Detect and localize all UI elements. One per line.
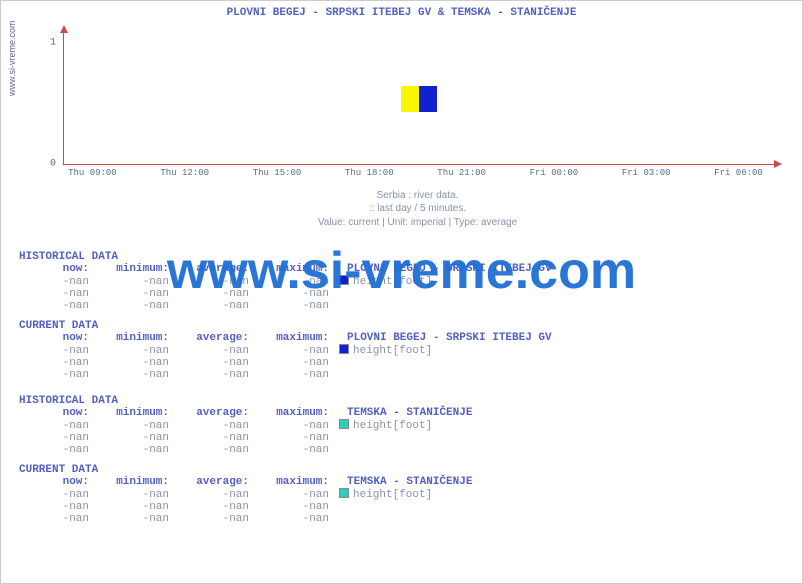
meta-line: :: last day / 5 minutes. (51, 202, 784, 216)
table-row: -nan-nan-nan-nan (19, 501, 784, 513)
section-title-historical: HISTORICAL DATA (19, 251, 784, 263)
y-tick: 1 (50, 38, 56, 49)
source-link[interactable]: www.si-vreme.com (7, 20, 17, 96)
table-row: -nan-nan-nan-nanheight[foot] (19, 419, 784, 432)
y-tick: 0 (50, 159, 56, 170)
x-tick: Thu 12:00 (160, 168, 209, 178)
table-header-row: now:minimum:average:maximum:TEMSKA - STA… (19, 476, 784, 488)
plot-axes: 01Thu 09:00Thu 12:00Thu 15:00Thu 18:00Th… (63, 33, 774, 165)
table-row: -nan-nan-nan-nan (19, 432, 784, 444)
section-title-current: CURRENT DATA (19, 320, 784, 332)
table-row: -nan-nan-nan-nan (19, 300, 784, 312)
table-row: -nan-nan-nan-nan (19, 288, 784, 300)
x-tick: Thu 09:00 (68, 168, 117, 178)
legend-swatch (401, 86, 437, 112)
x-tick: Thu 15:00 (253, 168, 302, 178)
section-title-current: CURRENT DATA (19, 464, 784, 476)
chart-area: 0 1 Thu 09:00 Thu 12:00 Thu 15:00 Thu 18:00 Th… (51, 25, 784, 185)
meta-line: Serbia : river data. (51, 189, 784, 203)
table-header-row: now:minimum:average:maximum:PLOVNI BEGEJ… (19, 332, 784, 344)
table-row: -nan-nan-nan-nan (19, 444, 784, 456)
series-swatch-icon (339, 419, 349, 429)
data-tables: HISTORICAL DATAnow:minimum:average:maxim… (1, 239, 802, 525)
table-header-row: now:minimum:average:maximum:PLOVNI BEGEJ… (19, 263, 784, 275)
section-title-historical: HISTORICAL DATA (19, 395, 784, 407)
x-tick: Fri 00:00 (530, 168, 579, 178)
series-swatch-icon (339, 488, 349, 498)
x-tick: Thu 21:00 (437, 168, 486, 178)
chart-title: PLOVNI BEGEJ - SRPSKI ITEBEJ GV & TEMSKA… (1, 1, 802, 19)
table-row: -nan-nan-nan-nan (19, 357, 784, 369)
table-header-row: now:minimum:average:maximum:TEMSKA - STA… (19, 407, 784, 419)
x-tick: Fri 06:00 (714, 168, 763, 178)
series-swatch-icon (339, 344, 349, 354)
table-row: -nan-nan-nan-nanheight[foot] (19, 344, 784, 357)
x-tick: Fri 03:00 (622, 168, 671, 178)
table-row: -nan-nan-nan-nan (19, 513, 784, 525)
table-row: -nan-nan-nan-nanheight[foot] (19, 488, 784, 501)
table-row: -nan-nan-nan-nanheight[foot] (19, 275, 784, 288)
chart-meta: Serbia : river data. :: last day / 5 min… (51, 189, 784, 230)
meta-line: Value: current | Unit: imperial | Type: … (51, 216, 784, 230)
series-swatch-icon (339, 275, 349, 285)
table-row: -nan-nan-nan-nan (19, 369, 784, 381)
x-tick: Thu 18:00 (345, 168, 394, 178)
